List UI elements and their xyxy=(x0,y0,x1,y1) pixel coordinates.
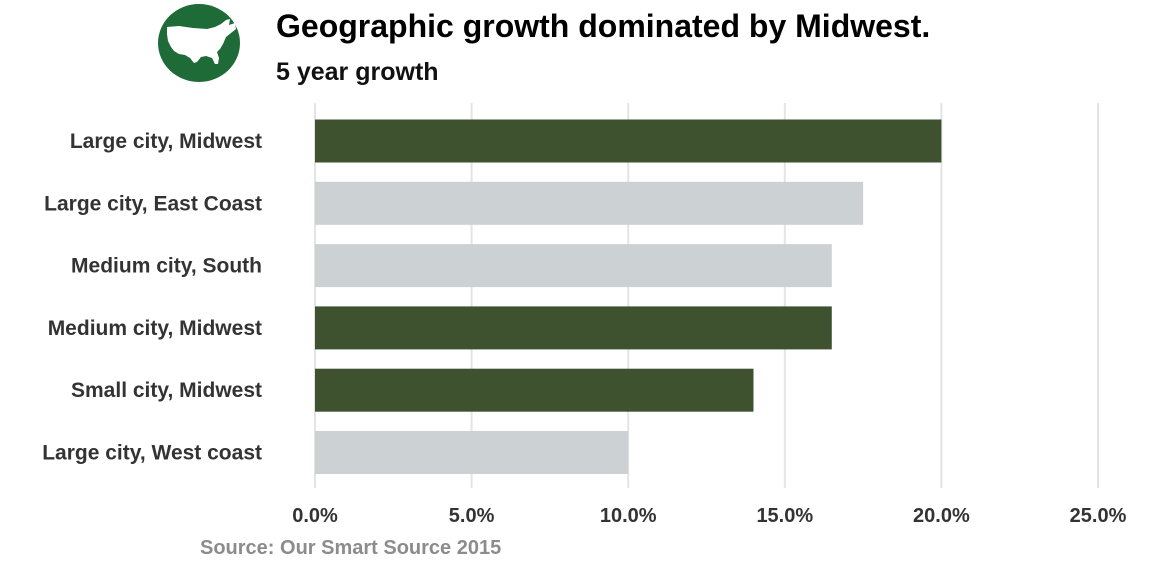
usa-map-icon xyxy=(158,4,240,82)
chart-subtitle: 5 year growth xyxy=(276,58,439,86)
bar xyxy=(315,431,629,474)
x-tick-label: 10.0% xyxy=(600,505,657,527)
bar xyxy=(315,368,754,412)
category-label: Medium city, Midwest xyxy=(48,317,262,340)
bar xyxy=(315,244,832,288)
bar xyxy=(315,119,942,163)
source-note: Source: Our Smart Source 2015 xyxy=(200,537,502,559)
bar xyxy=(315,306,832,350)
bars xyxy=(315,119,942,474)
category-label: Large city, Midwest xyxy=(70,130,262,153)
x-tick-labels: 0.0% 5.0% 10.0% 15.0% 20.0% 25.0% xyxy=(292,505,1126,527)
category-labels: Large city, Midwest Large city, East Coas… xyxy=(42,130,262,465)
chart-title: Geographic growth dominated by Midwest. xyxy=(276,8,931,44)
bar xyxy=(315,181,864,225)
category-label: Large city, West coast xyxy=(42,442,262,465)
x-tick-label: 0.0% xyxy=(292,505,338,527)
category-label: Large city, East Coast xyxy=(44,192,262,215)
usa-map-shape xyxy=(167,19,236,64)
x-tick-label: 20.0% xyxy=(913,505,970,527)
x-tick-label: 5.0% xyxy=(449,505,495,527)
category-label: Medium city, South xyxy=(71,255,262,278)
x-tick-label: 15.0% xyxy=(756,505,813,527)
x-tick-label: 25.0% xyxy=(1070,505,1127,527)
gridlines xyxy=(314,103,1099,488)
category-label: Small city, Midwest xyxy=(71,379,262,402)
